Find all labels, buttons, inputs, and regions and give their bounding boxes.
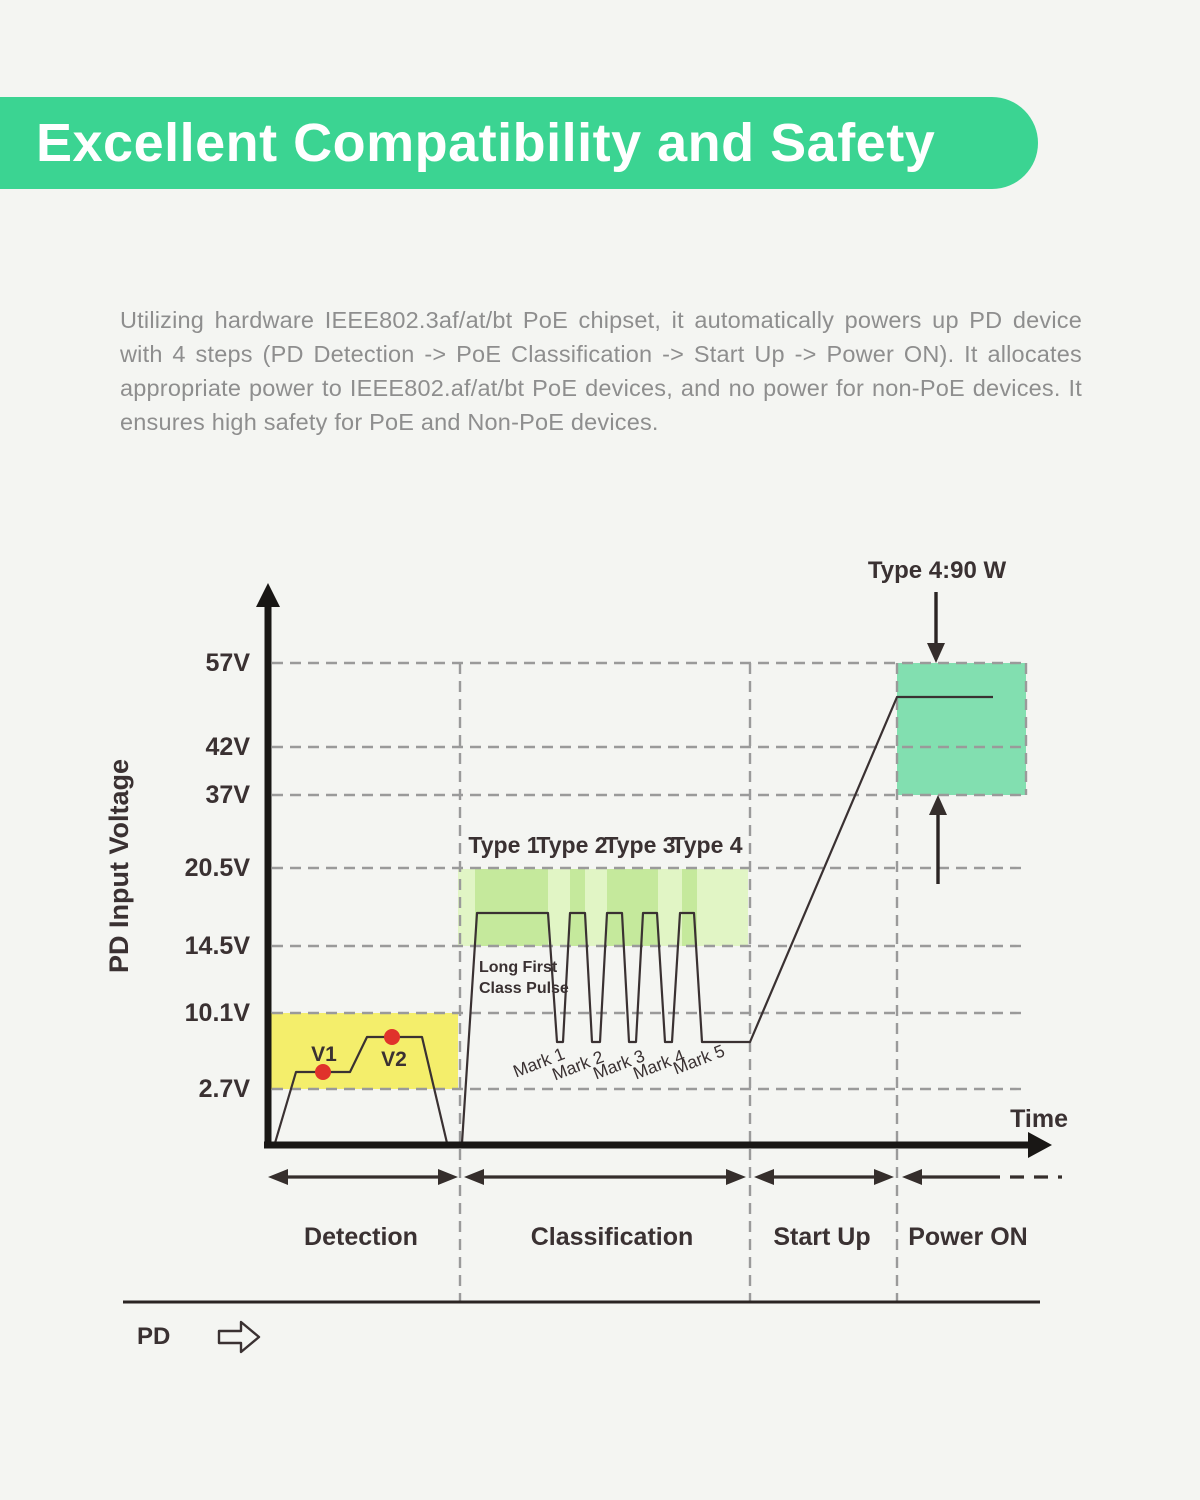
- phase-label-detection: Detection: [304, 1223, 418, 1251]
- power-annotation-label: Type 4:90 W: [868, 557, 1007, 584]
- x-axis-arrowhead-icon: [1028, 1132, 1052, 1158]
- annotation-up-arrowhead-icon: [929, 795, 947, 815]
- pd-label: PD: [137, 1323, 170, 1350]
- classification-arrowhead-left-icon: [464, 1169, 484, 1185]
- phase-label-poweron: Power ON: [908, 1223, 1027, 1251]
- startup-arrowhead-right-icon: [874, 1169, 894, 1185]
- classification-stripe-2: [570, 869, 585, 946]
- v1-label: V1: [311, 1043, 337, 1066]
- v2-marker-dot: [384, 1029, 400, 1045]
- phase-label-classification: Classification: [531, 1223, 694, 1251]
- ytick-57v: 57V: [206, 649, 251, 677]
- first-pulse-label-line1: Long First: [479, 959, 558, 976]
- page-title-banner: Excellent Compatibility and Safety: [0, 97, 1038, 189]
- pd-right-arrow-icon: [217, 1320, 261, 1354]
- y-axis-arrowhead-icon: [256, 583, 280, 607]
- classification-stripe-4: [682, 869, 697, 946]
- poweron-arrowhead-left-icon: [902, 1169, 922, 1185]
- power-on-region-fill: [897, 663, 1026, 795]
- classification-band: [458, 869, 748, 946]
- annotation-down-arrowhead-icon: [927, 643, 945, 663]
- type-3-label: Type 3: [604, 832, 675, 858]
- ytick-10-1v: 10.1V: [185, 999, 251, 1027]
- y-axis-title: PD Input Voltage: [104, 759, 134, 973]
- voltage-signal-line: [273, 695, 993, 1145]
- phase-extent-arrows: [268, 1169, 1062, 1185]
- detection-region-fill: [271, 1013, 458, 1089]
- x-axis-title: Time: [1010, 1105, 1068, 1133]
- power-annotation-arrows: [927, 592, 947, 884]
- description-paragraph: Utilizing hardware IEEE802.3af/at/bt PoE…: [120, 307, 1082, 435]
- type-1-label: Type 1: [468, 832, 539, 858]
- ytick-42v: 42V: [206, 733, 251, 761]
- detection-arrowhead-right-icon: [438, 1169, 458, 1185]
- first-pulse-label-line2: Class Pulse: [479, 980, 569, 997]
- classification-stripe-3: [607, 869, 658, 946]
- startup-arrowhead-left-icon: [754, 1169, 774, 1185]
- ytick-20-5v: 20.5V: [185, 854, 251, 882]
- classification-arrowhead-right-icon: [726, 1169, 746, 1185]
- detection-arrowhead-left-icon: [268, 1169, 288, 1185]
- phase-label-startup: Start Up: [773, 1223, 870, 1251]
- v2-label: V2: [381, 1048, 407, 1071]
- classification-stripe-1: [475, 869, 548, 946]
- phase-boundary-lines: [458, 663, 1028, 1302]
- ytick-2-7v: 2.7V: [199, 1075, 251, 1103]
- type-2-label: Type 2: [536, 832, 607, 858]
- ytick-37v: 37V: [206, 781, 251, 809]
- ytick-14-5v: 14.5V: [185, 932, 251, 960]
- v1-marker-dot: [315, 1064, 331, 1080]
- type-4-label: Type 4: [671, 832, 742, 858]
- page-title: Excellent Compatibility and Safety: [36, 113, 936, 173]
